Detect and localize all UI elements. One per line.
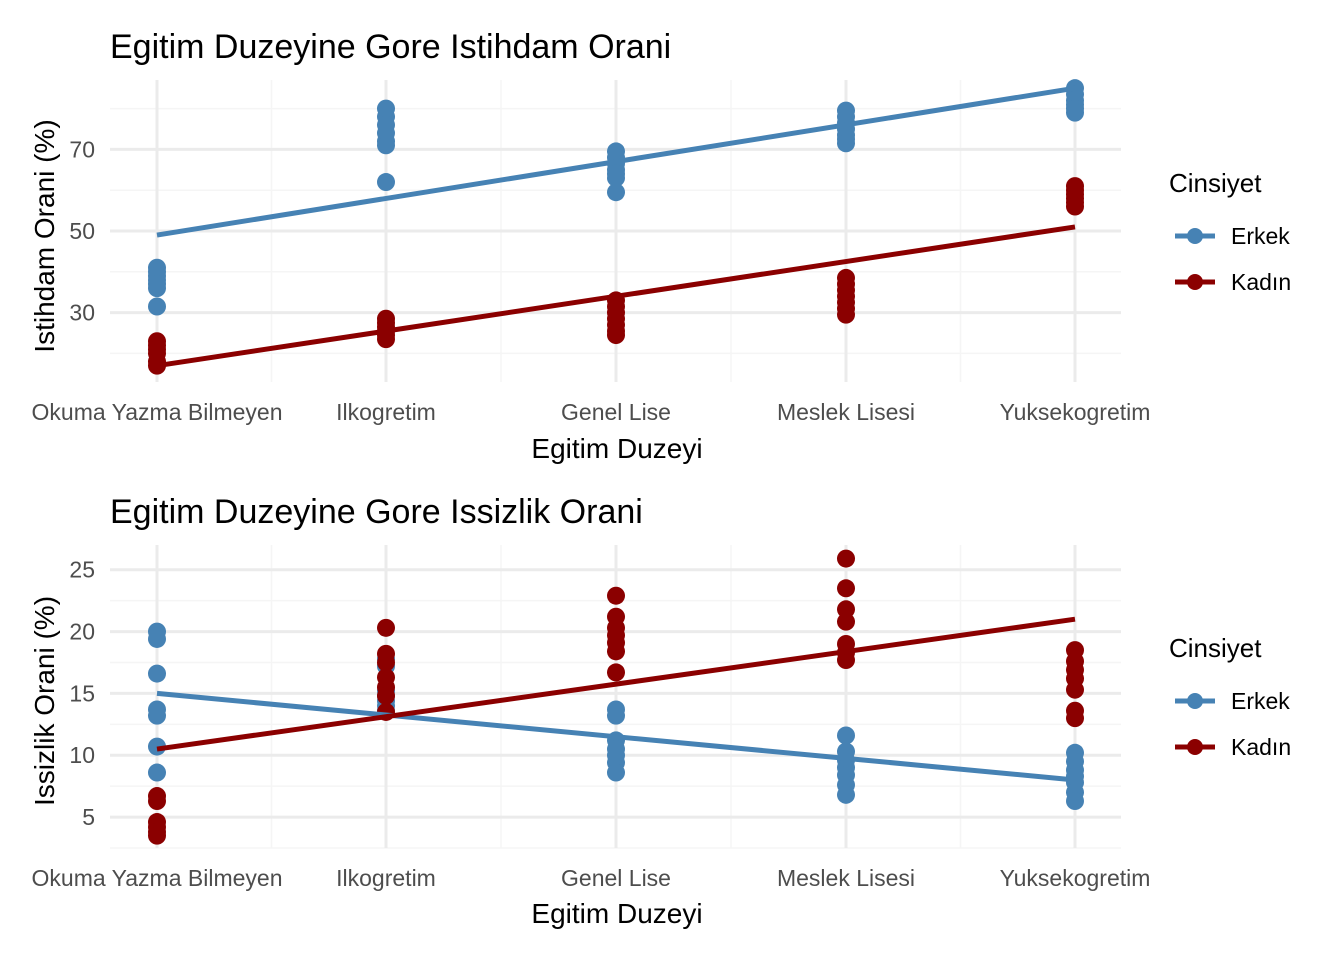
data-point-kadin [837, 612, 855, 631]
data-point-kadin [377, 686, 395, 705]
data-point-kadin [148, 792, 166, 811]
trend-line-erkek [156, 85, 1076, 238]
chart-title: Egitim Duzeyine Gore Istihdam Orani [110, 28, 671, 66]
data-point-erkek [377, 136, 395, 155]
legend-label-erkek: Erkek [1231, 688, 1290, 714]
data-point-erkek [148, 664, 166, 683]
data-point-kadin [607, 642, 625, 661]
data-point-erkek [148, 297, 166, 316]
data-point-kadin [607, 326, 625, 345]
y-tick-label: 30 [69, 300, 95, 326]
data-point-erkek [837, 134, 855, 153]
data-point-erkek [607, 706, 625, 725]
y-tick-label: 10 [69, 742, 95, 768]
data-point-erkek [607, 763, 625, 782]
data-point-kadin [377, 330, 395, 349]
x-tick-label: Ilkogretim [336, 399, 436, 425]
data-point-erkek [148, 279, 166, 298]
data-point-kadin [837, 651, 855, 670]
legend-item-erkek: Erkek [1175, 688, 1290, 714]
legend-item-kadin: Kadın [1175, 734, 1291, 760]
employment-chart: Egitim Duzeyine Gore Istihdam Orani 30 50… [29, 28, 1291, 464]
data-point-kadin [607, 663, 625, 682]
y-tick-label: 70 [69, 136, 95, 162]
data-point-kadin [837, 600, 855, 619]
y-axis-title: Istihdam Orani (%) [29, 119, 60, 352]
x-tick-label: Meslek Lisesi [777, 865, 915, 891]
data-point-kadin [377, 618, 395, 637]
y-tick-label: 25 [69, 557, 95, 583]
data-point-kadin [1066, 197, 1084, 216]
trend-line-erkek [156, 690, 1076, 783]
x-tick-label: Okuma Yazma Bilmeyen [32, 399, 283, 425]
data-point-kadin [837, 305, 855, 324]
data-point-kadin [607, 586, 625, 605]
legend: Cinsiyet Erkek Kadın [1169, 633, 1291, 760]
x-axis-title: Egitim Duzeyi [531, 898, 702, 929]
legend-label-kadin: Kadın [1231, 269, 1291, 295]
y-tick-label: 5 [82, 804, 95, 830]
x-axis-title: Egitim Duzeyi [531, 433, 702, 464]
trend-line-kadin [156, 616, 1076, 752]
x-tick-label: Yuksekogretim [1000, 865, 1151, 891]
legend-title: Cinsiyet [1169, 633, 1262, 663]
x-tick-label: Genel Lise [561, 865, 671, 891]
data-point-kadin [148, 826, 166, 845]
chart-title: Egitim Duzeyine Gore Issizlik Orani [110, 493, 643, 531]
y-tick-label: 20 [69, 619, 95, 645]
data-point-erkek [148, 629, 166, 648]
y-axis-title: Issizlik Orani (%) [29, 596, 60, 806]
legend-title: Cinsiyet [1169, 168, 1262, 198]
data-point-erkek [607, 168, 625, 187]
data-point-kadin [1066, 709, 1084, 728]
data-point-kadin [1066, 680, 1084, 699]
data-point-erkek [148, 706, 166, 725]
trend-line-kadin [156, 224, 1076, 369]
data-point-kadin [837, 549, 855, 568]
data-point-kadin [837, 579, 855, 598]
legend-label-kadin: Kadın [1231, 734, 1291, 760]
data-point-erkek [607, 183, 625, 202]
plot-area: 5 10 15 20 25 Okuma Yazma Bilmeyen Ilkogretim G… [32, 545, 1151, 891]
x-tick-label: Okuma Yazma Bilmeyen [32, 865, 283, 891]
y-tick-label: 50 [69, 218, 95, 244]
legend: Cinsiyet Erkek Kadın [1169, 168, 1291, 295]
legend-item-erkek: Erkek [1175, 223, 1290, 249]
y-tick-label: 15 [69, 680, 95, 706]
plot-area: 30 50 70 Okuma Yazma Bilmeyen Ilkogretim Gene… [32, 79, 1151, 425]
data-point-erkek [1066, 103, 1084, 122]
x-tick-label: Genel Lise [561, 399, 671, 425]
data-point-erkek [1066, 792, 1084, 811]
data-point-kadin [377, 653, 395, 672]
x-tick-label: Ilkogretim [336, 865, 436, 891]
x-tick-label: Yuksekogretim [1000, 399, 1151, 425]
unemployment-chart: Egitim Duzeyine Gore Issizlik Orani 5 10 1… [29, 493, 1291, 929]
legend-label-erkek: Erkek [1231, 223, 1290, 249]
data-point-erkek [377, 173, 395, 192]
data-point-erkek [837, 726, 855, 745]
data-point-erkek [148, 763, 166, 782]
data-point-erkek [837, 785, 855, 804]
legend-item-kadin: Kadın [1175, 269, 1291, 295]
x-tick-label: Meslek Lisesi [777, 399, 915, 425]
